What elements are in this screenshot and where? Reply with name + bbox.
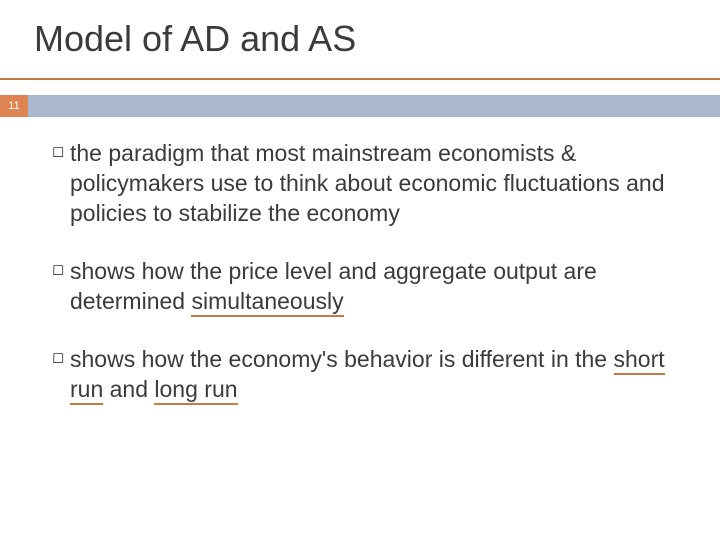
slide-body: ◻ the paradigm that most mainstream econ… bbox=[52, 138, 672, 432]
banner-bar bbox=[28, 95, 720, 117]
bullet-marker-icon: ◻ bbox=[52, 256, 70, 284]
bullet-marker-icon: ◻ bbox=[52, 344, 70, 372]
bullet-text: shows how the price level and aggregate … bbox=[70, 256, 672, 316]
text-run: and bbox=[103, 376, 154, 402]
underlined-term: simultaneously bbox=[191, 288, 343, 317]
text-run: shows how the economy's behavior is diff… bbox=[70, 346, 614, 372]
list-item: ◻ the paradigm that most mainstream econ… bbox=[52, 138, 672, 228]
banner-row: 11 bbox=[0, 95, 720, 117]
page-title: Model of AD and AS bbox=[34, 18, 356, 60]
list-item: ◻ shows how the economy's behavior is di… bbox=[52, 344, 672, 404]
slide: Model of AD and AS 11 ◻ the paradigm tha… bbox=[0, 0, 720, 540]
list-item: ◻ shows how the price level and aggregat… bbox=[52, 256, 672, 316]
title-underline bbox=[0, 78, 720, 80]
page-number: 11 bbox=[8, 100, 19, 112]
page-number-badge: 11 bbox=[0, 95, 28, 117]
bullet-marker-icon: ◻ bbox=[52, 138, 70, 166]
bullet-text: shows how the economy's behavior is diff… bbox=[70, 344, 672, 404]
underlined-term: long run bbox=[154, 376, 237, 405]
bullet-text: the paradigm that most mainstream econom… bbox=[70, 138, 672, 228]
